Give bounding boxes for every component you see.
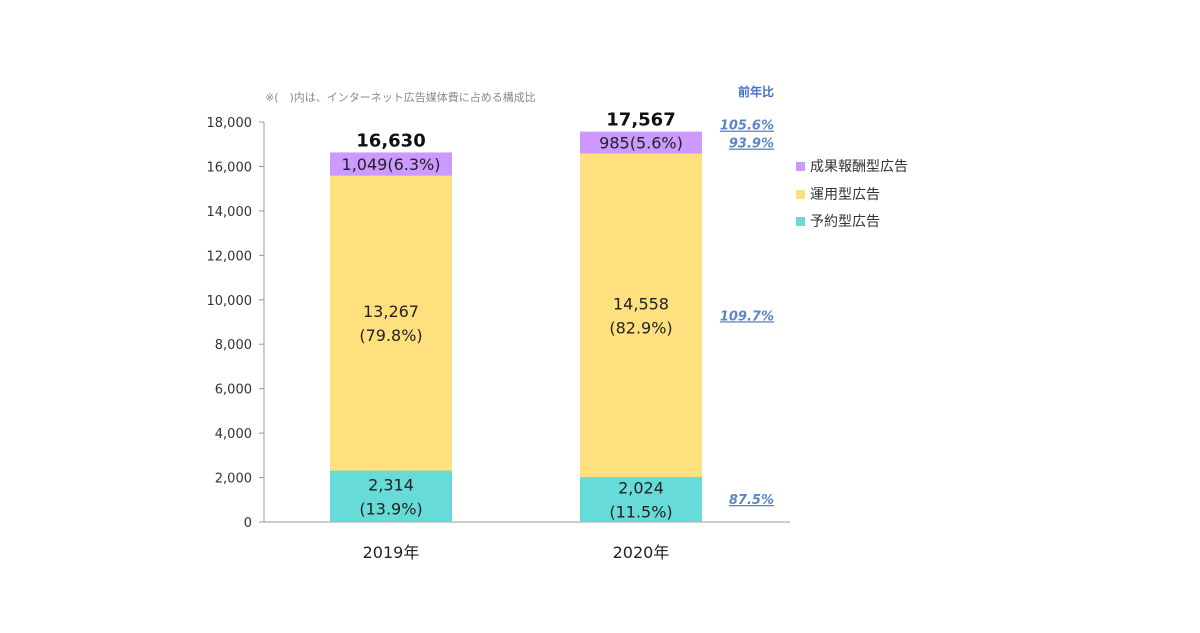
data-label: 13,267 xyxy=(363,302,419,321)
data-label: 2,314 xyxy=(368,475,414,494)
yoy-header: 前年比 xyxy=(738,84,774,99)
y-tick-label: 8,000 xyxy=(215,338,252,353)
legend-swatch xyxy=(796,190,805,199)
data-label: 14,558 xyxy=(613,294,669,313)
bar-segment xyxy=(330,152,452,176)
y-tick-label: 6,000 xyxy=(215,383,252,398)
data-label: 2,024 xyxy=(618,479,664,498)
yoy-value: 93.9% xyxy=(729,137,774,152)
data-label: (79.8%) xyxy=(359,326,422,345)
y-tick-label: 0 xyxy=(244,516,252,531)
bar-segment xyxy=(580,477,702,522)
legend-label: 運用型広告 xyxy=(810,187,880,203)
y-tick-label: 18,000 xyxy=(207,116,253,131)
y-tick-label: 10,000 xyxy=(207,294,253,309)
bar-segment xyxy=(330,175,452,471)
data-label: (11.5%) xyxy=(609,503,672,522)
legend-label: 予約型広告 xyxy=(810,214,880,230)
chart-note: ※( )内は、インターネット広告媒体費に占める構成比 xyxy=(265,90,536,104)
data-label: 1,049(6.3%) xyxy=(342,155,441,174)
y-tick-label: 12,000 xyxy=(207,249,253,264)
bar-segment xyxy=(330,470,452,522)
x-tick-label: 2019年 xyxy=(363,543,420,562)
legend-swatch xyxy=(796,217,805,226)
yoy-value: 87.5% xyxy=(729,493,774,508)
bar-segment xyxy=(580,131,702,154)
y-tick-label: 14,000 xyxy=(207,205,253,220)
data-label: (82.9%) xyxy=(609,318,672,337)
y-tick-label: 4,000 xyxy=(215,427,252,442)
data-label: 985(5.6%) xyxy=(599,134,683,153)
yoy-total: 105.6% xyxy=(720,119,774,134)
legend-label: 成果報酬型広告 xyxy=(810,159,908,175)
legend-swatch xyxy=(796,162,805,171)
yoy-value: 109.7% xyxy=(720,309,774,324)
bar-segment xyxy=(580,153,702,478)
total-label: 17,567 xyxy=(606,110,675,131)
data-label: (13.9%) xyxy=(359,499,422,518)
total-label: 16,630 xyxy=(356,130,425,151)
x-tick-label: 2020年 xyxy=(613,543,670,562)
y-tick-label: 2,000 xyxy=(215,472,252,487)
y-tick-label: 16,000 xyxy=(207,160,253,175)
